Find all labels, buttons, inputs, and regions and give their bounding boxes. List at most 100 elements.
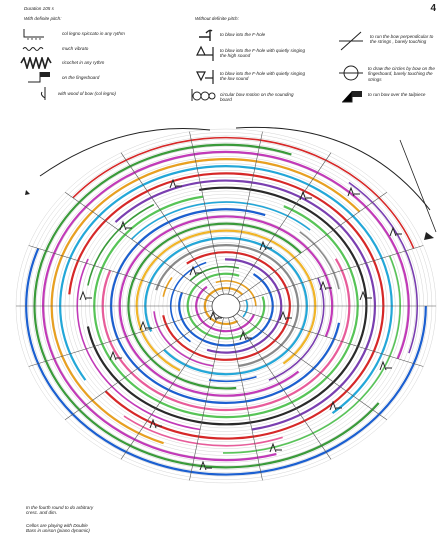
ring-arc <box>189 265 240 282</box>
ring-arc <box>68 172 385 440</box>
blow-f-hole-text: to blow into the F-hole <box>220 32 266 37</box>
ring-arc <box>33 143 380 469</box>
notation-mark <box>389 226 402 237</box>
center-circle <box>211 293 241 319</box>
notation-mark <box>329 400 342 411</box>
ring-arc <box>101 258 351 412</box>
notation-mark <box>149 418 162 429</box>
much-vibrato-icon <box>22 47 44 51</box>
ring-arc <box>59 165 393 414</box>
notation-mark <box>189 265 202 276</box>
radial-divider <box>189 315 225 481</box>
radial-divider <box>64 312 217 421</box>
with-pitch-heading: With definite pitch: <box>24 16 62 21</box>
ring-arc <box>208 375 257 383</box>
ring-arc <box>155 244 300 368</box>
ring-arc <box>348 181 419 354</box>
ring-arc <box>86 186 368 426</box>
notation-mark <box>239 330 252 341</box>
circular-bow-icon <box>191 89 216 101</box>
notation-mark <box>139 320 152 331</box>
bow-wood-icon <box>40 87 46 100</box>
notation-mark <box>259 240 272 251</box>
blow-sing-high-icon <box>196 45 214 61</box>
notation-mark <box>347 186 360 197</box>
ring-arc <box>153 311 214 367</box>
notation-mark <box>269 442 282 453</box>
notation-mark <box>319 280 332 291</box>
radial-divider <box>231 314 332 460</box>
ring-arc <box>25 247 427 476</box>
ring-arc <box>162 277 173 297</box>
ring-arc <box>144 236 308 376</box>
notation-mark <box>79 290 92 301</box>
ring-arc <box>42 150 410 462</box>
col-legno-staccato-icon <box>23 29 44 40</box>
duration-label: Duration 105 s <box>24 6 54 11</box>
radial-divider <box>120 152 221 298</box>
ricochet-icon <box>20 57 52 69</box>
radial-divider <box>237 309 424 367</box>
circle-bow-icon <box>339 65 363 81</box>
slash-bow-text: to run the bow perpendicular to the stri… <box>370 34 434 45</box>
blow-sing-high-text: to blow into the F-hole with quietly sin… <box>220 48 306 59</box>
radial-divider <box>227 315 263 481</box>
much-vibrato-text: much vibrato <box>62 46 89 51</box>
ring-arc <box>206 258 283 354</box>
outer-arc <box>399 139 437 233</box>
radial-divider <box>235 191 388 300</box>
radial-divider <box>189 131 225 297</box>
tailpiece-icon <box>342 91 362 103</box>
outer-arc <box>39 127 211 177</box>
notation-mark <box>199 460 212 471</box>
ring-arc <box>186 272 266 340</box>
ring-arc <box>203 286 244 325</box>
radial-divider <box>227 131 263 297</box>
col-legno-text: col legno spiccato in any rythm <box>62 31 125 36</box>
ring-arc <box>50 158 361 445</box>
without-pitch-heading: Without definite pitch: <box>195 16 239 21</box>
notation-mark <box>169 178 182 189</box>
blow-f-hole-icon <box>199 29 213 41</box>
radial-divider <box>231 152 332 298</box>
notation-mark <box>119 220 132 231</box>
notation-mark <box>299 190 312 201</box>
notation-mark <box>379 360 392 371</box>
ring-arc <box>114 179 376 431</box>
bow-wood-text: with wood of bow (col legno) <box>58 91 116 96</box>
radial-divider <box>237 245 424 303</box>
notation-mark <box>109 350 122 361</box>
footer-note-cresc: In the fourth round to do arbitrary cres… <box>26 505 94 516</box>
ring-arc <box>135 229 317 372</box>
ring-arc <box>268 277 325 381</box>
ring-arc <box>131 201 311 240</box>
ring-arc <box>169 261 207 343</box>
circular-bow-text: circular bow motion on the sounding boar… <box>220 92 294 103</box>
ring-arc <box>299 231 340 290</box>
blow-sing-low-icon <box>196 70 214 84</box>
ring-arc <box>162 251 291 361</box>
ring-arc <box>110 208 341 404</box>
radial-divider <box>64 191 217 300</box>
ring-arc <box>215 280 257 307</box>
ring-arc <box>87 203 155 286</box>
radial-divider <box>120 314 221 460</box>
ring-arc <box>93 195 359 419</box>
radial-divider <box>28 309 215 367</box>
fingerboard-icon <box>28 72 50 83</box>
page-number: 4 <box>430 3 436 14</box>
slash-bow-icon <box>339 31 363 51</box>
ring-arc <box>123 415 283 447</box>
fingerboard-text: on the fingerboard <box>62 75 100 80</box>
circle-bow-text: to draw the circles by bow on the finger… <box>368 66 435 82</box>
notation-mark <box>209 310 222 321</box>
footer-note-cellos: Cellos are playing with Double Bass in u… <box>26 523 90 534</box>
radial-divider <box>235 312 388 421</box>
notation-mark <box>279 310 292 321</box>
ring-arc <box>76 258 201 431</box>
ring-arc <box>178 273 274 347</box>
blow-sing-low-text: to blow into the F-hole with quietly sin… <box>220 71 306 82</box>
ring-arc <box>242 299 249 318</box>
ricochet-text: ricochet in any rythm <box>62 60 105 65</box>
